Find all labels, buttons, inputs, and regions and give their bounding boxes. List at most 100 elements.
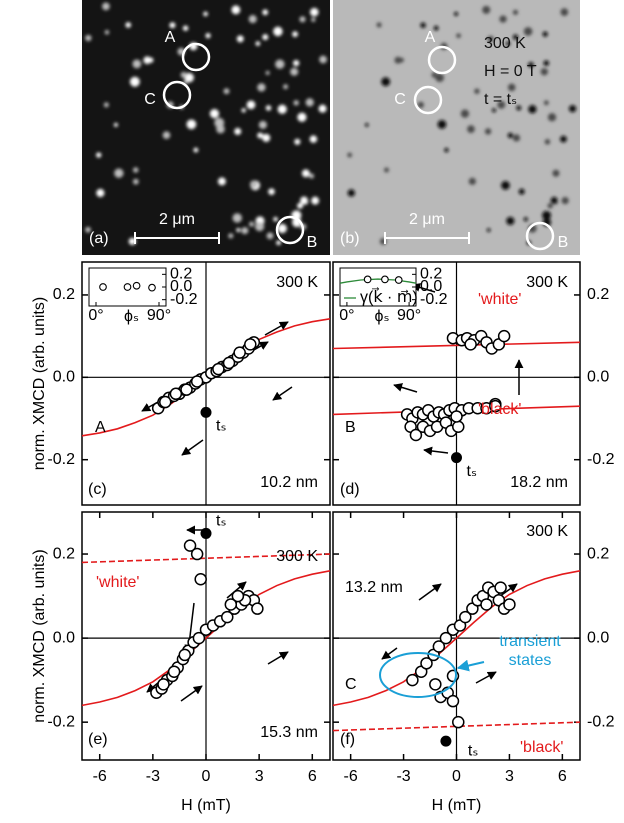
data-point [192,549,203,560]
domain-spot [214,118,224,128]
domain-spot [255,222,264,231]
inset-legend-label: γ(k⃗ · m⃗) [360,286,418,306]
inset-point [133,282,140,289]
thickness-label: 18.2 nm [510,474,568,491]
domain-spot [273,27,283,37]
inset-x-tick-label: 0° [88,307,103,324]
micrograph: ACB(b)2 μm300 KH = 0 Tt = tₛ [333,0,580,255]
sample-label: C [345,676,357,693]
sweep-arrow [424,450,448,453]
y-tick-label: 0.0 [53,369,75,386]
domain-spot [293,60,299,66]
x-tick-label: -3 [396,768,410,785]
domain-spot [250,180,258,188]
panel-label: (c) [88,481,107,498]
domain-spot [394,57,401,64]
inset: 0.20.0-0.20°90°ϕₛγ(k⃗ · m⃗) [339,266,447,326]
domain-spot [499,15,506,22]
inset-y-tick-label: -0.2 [170,291,198,308]
data-point [224,357,235,368]
temperature-label: 300 K [526,274,568,291]
domain-spot [551,197,558,204]
sample-label: B [345,419,356,436]
domain-spot [438,120,447,129]
x-tick-label: 3 [505,768,514,785]
thickness-label: 13.2 nm [345,579,403,596]
transient-label: states [509,652,552,669]
transient-label: transient [499,633,561,650]
domain-spot [232,213,242,223]
scale-label: 2 μm [159,211,195,228]
domain-spot [461,109,469,117]
domain-spot [310,8,319,17]
ts-label: tₛ [216,513,226,530]
x-axis-label: H (mT) [432,797,482,814]
domain-spot [545,139,550,144]
panel-label: (b) [340,230,360,247]
domain-spot [562,197,569,204]
domain-spot [257,83,265,91]
domain-spot [266,105,271,110]
inset-x-tick-label: 90° [147,307,171,324]
domain-spot [310,135,318,143]
plot-panel: 0.20.0-0.2tₛB300 K18.2 nm(d)'white''blac… [333,262,615,505]
domain-spot [241,108,245,112]
domain-spot [543,32,548,37]
domain-spot [560,136,567,143]
thickness-label: 10.2 nm [260,474,318,491]
domain-spot [292,31,298,37]
x-tick-label: 6 [308,768,317,785]
domain-spot [102,3,110,11]
domain-spot [508,84,516,92]
domain-spot [85,35,91,41]
domain-spot [278,105,287,114]
inset-point [395,277,402,284]
inset-y-tick-label: -0.2 [420,291,448,308]
inset-x-label: ϕₛ [375,308,390,325]
plots: 0.20.0-0.2tₛA300 K10.2 nm(c)norm. XMCD (… [31,262,614,814]
micrograph: ACB(a)2 μm [82,0,330,255]
y-tick-label: 0.2 [587,286,609,303]
domain-spot [482,6,490,14]
domain-spot [290,68,298,76]
state-label: 'white' [96,574,139,591]
x-tick-label: 0 [202,768,211,785]
domain-spot [183,25,188,30]
inset-point [100,284,107,291]
temperature-label: 300 K [276,274,318,291]
domain-spot [283,84,288,89]
panel-label: (a) [89,230,109,247]
data-point [481,599,492,610]
domain-spot [228,233,233,238]
domain-spot [133,167,138,172]
domain-spot [105,30,110,35]
domain-spot [524,217,528,221]
condition-note: t = tₛ [484,91,517,108]
domain-spot [96,152,101,157]
domain-spot [501,181,510,190]
y-tick-label: 0.0 [53,629,75,646]
domain-spot [259,121,267,129]
sweep-arrow [394,385,417,392]
marker-label: A [165,29,176,46]
x-tick-label: 3 [255,768,264,785]
data-point [160,397,171,408]
inset-x-label: ϕₛ [124,308,139,325]
domain-spot [302,169,310,177]
data-point [495,582,506,593]
domain-spot [508,133,513,138]
ts-point [201,528,212,539]
domain-spot [262,34,268,40]
domain-spot [474,89,479,94]
data-point [451,411,462,422]
domain-spot [114,123,118,127]
domain-spot [181,72,187,78]
y-tick-label: -0.2 [587,451,615,468]
domain-spot [218,177,226,185]
domain-spot [384,168,389,173]
domain-spot [236,228,240,232]
domain-spot [210,109,219,118]
data-point [192,376,203,387]
ts-point [440,736,451,747]
data-point [453,717,464,728]
